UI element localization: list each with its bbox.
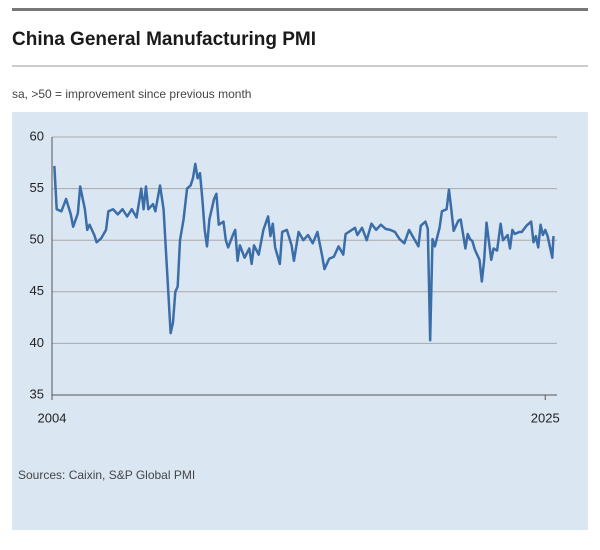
x-tick-label: 2004 [38, 410, 67, 425]
data-line [53, 162, 555, 342]
y-tick-label: 60 [30, 128, 44, 143]
chart-panel [12, 112, 588, 530]
y-tick-label: 50 [30, 232, 44, 247]
subtitle: sa, >50 = improvement since previous mon… [12, 87, 251, 101]
y-tick-label: 45 [30, 283, 44, 298]
x-tick-label: 2025 [531, 410, 560, 425]
top-rule [12, 8, 588, 11]
source: Sources: Caixin, S&P Global PMI [18, 468, 195, 482]
y-tick-label: 35 [30, 386, 44, 401]
y-tick-label: 40 [30, 335, 44, 350]
y-tick-label: 55 [30, 180, 44, 195]
chart-title: China General Manufacturing PMI [12, 29, 316, 50]
